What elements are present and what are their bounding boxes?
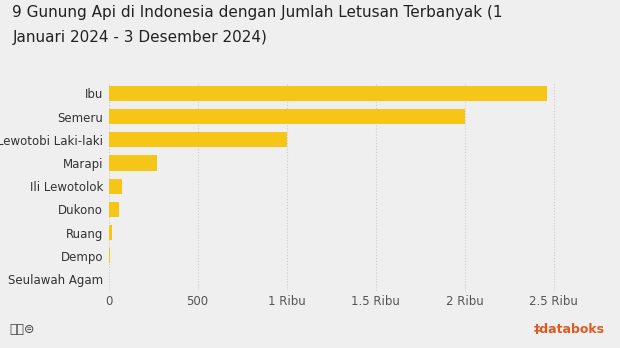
- Bar: [108, 179, 122, 194]
- Text: ‡databoks: ‡databoks: [533, 323, 604, 336]
- Text: Januari 2024 - 3 Desember 2024): Januari 2024 - 3 Desember 2024): [12, 30, 267, 45]
- Bar: [108, 132, 286, 147]
- Bar: [108, 156, 157, 171]
- Text: 9 Gunung Api di Indonesia dengan Jumlah Letusan Terbanyak (1: 9 Gunung Api di Indonesia dengan Jumlah …: [12, 5, 503, 20]
- Bar: [108, 86, 547, 101]
- Bar: [108, 248, 110, 263]
- Bar: [108, 202, 119, 217]
- Bar: [108, 109, 465, 124]
- Bar: [108, 271, 109, 286]
- Bar: [108, 225, 112, 240]
- Text: Ⓒⓘ⊜: Ⓒⓘ⊜: [9, 323, 35, 336]
